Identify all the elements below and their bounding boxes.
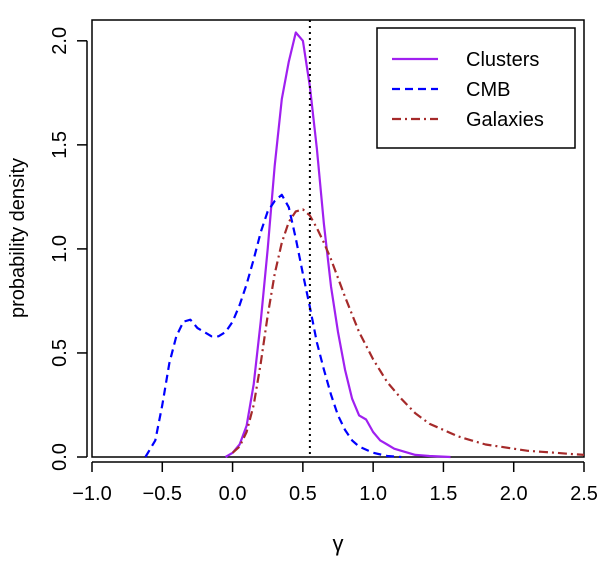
x-tick-label: 2.5 <box>570 483 598 505</box>
y-tick-label: 0.0 <box>49 443 71 471</box>
legend-label-clusters: Clusters <box>466 49 539 71</box>
legend-label-galaxies: Galaxies <box>466 109 544 131</box>
series-layer <box>144 31 585 459</box>
x-axis: −1.0 −0.5 0.0 0.5 1.0 1.5 2.0 2.5 <box>72 461 598 505</box>
plot-frame <box>91 19 585 458</box>
y-tick-label: 0.5 <box>49 339 71 367</box>
series-line-galaxies <box>231 208 585 456</box>
series-line-cmb <box>144 193 402 459</box>
y-tick-label: 1.0 <box>49 235 71 263</box>
x-axis-label: γ <box>333 531 344 556</box>
x-tick-label: −1.0 <box>72 483 111 505</box>
y-tick-label: 1.5 <box>49 131 71 159</box>
y-axis-label: probability density <box>7 158 29 318</box>
series-line-clusters <box>224 31 451 459</box>
x-tick-label: 0.5 <box>289 483 317 505</box>
x-tick-label: 0.0 <box>219 483 247 505</box>
x-tick-label: 1.5 <box>430 483 458 505</box>
legend: Clusters CMB Galaxies <box>376 27 576 149</box>
y-tick-label: 2.0 <box>49 27 71 55</box>
x-tick-label: 1.0 <box>359 483 387 505</box>
y-axis: 0.0 0.5 1.0 1.5 2.0 <box>49 27 88 471</box>
legend-label-cmb: CMB <box>466 79 510 101</box>
x-tick-label: −0.5 <box>143 483 182 505</box>
x-tick-label: 2.0 <box>500 483 528 505</box>
